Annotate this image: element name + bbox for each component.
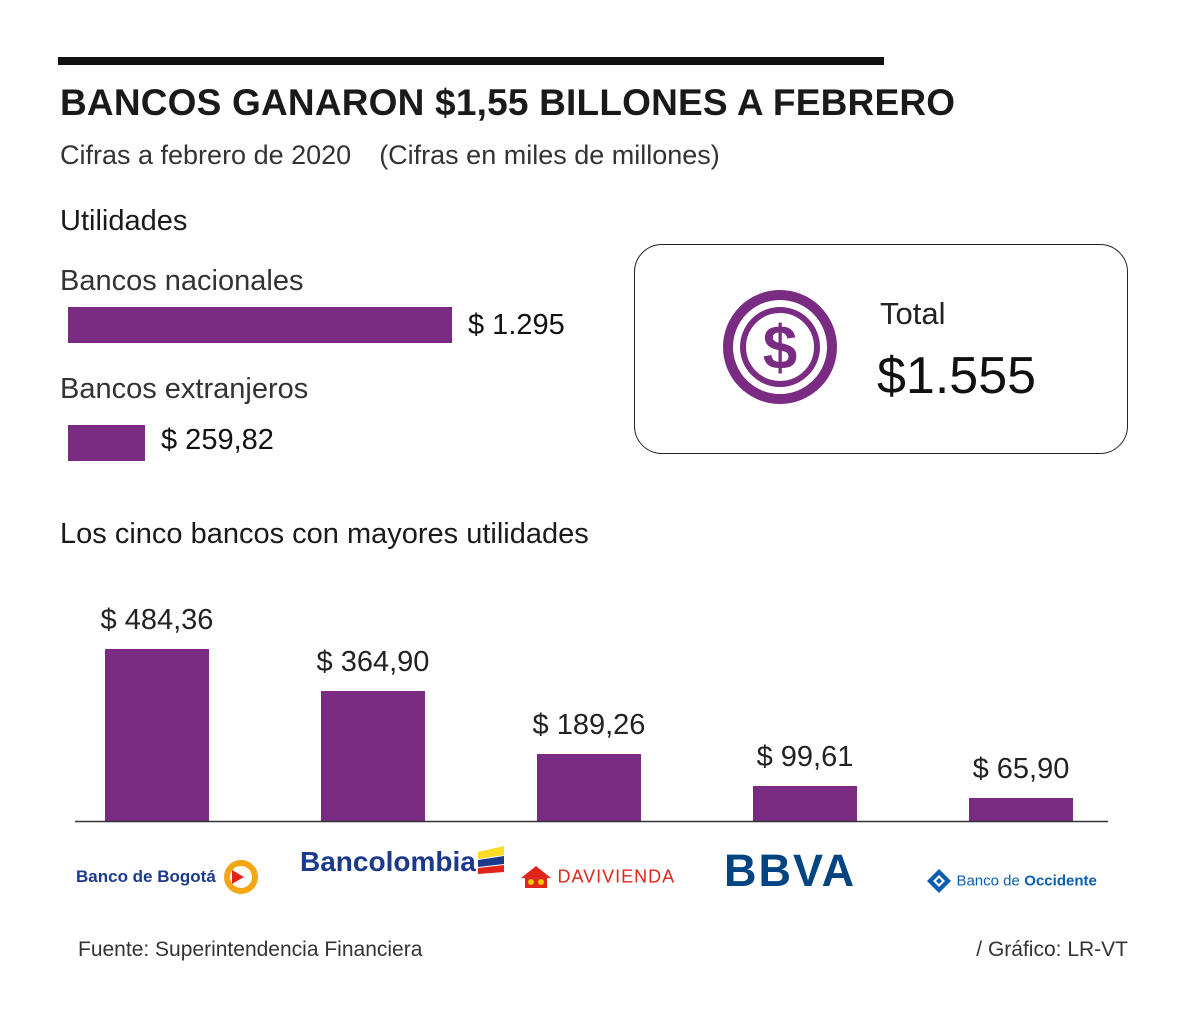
bancolombia-flag-icon bbox=[478, 846, 505, 874]
bar-label-4: $ 99,61 bbox=[757, 741, 854, 773]
logo-davivienda-text: DAVIVIENDA bbox=[557, 866, 676, 887]
total-box bbox=[634, 244, 1128, 454]
bar-5 bbox=[969, 798, 1073, 821]
occidente-diamond-icon bbox=[927, 869, 951, 893]
subtitle-date: Cifras a febrero de 2020 bbox=[60, 140, 352, 170]
logo-bogota-text: Banco de Bogotá bbox=[76, 867, 216, 886]
bar-label-5: $ 65,90 bbox=[973, 753, 1070, 785]
bar-bancos-extranjeros bbox=[68, 425, 145, 461]
utilities-heading: Utilidades bbox=[60, 205, 188, 237]
nacionales-label: Bancos nacionales bbox=[60, 265, 304, 297]
logo-bbva: BBVA bbox=[724, 845, 857, 896]
bogota-emblem-icon bbox=[224, 860, 259, 894]
svg-text:$: $ bbox=[763, 314, 797, 383]
bar-2 bbox=[321, 691, 425, 821]
bar-bancos-nacionales bbox=[68, 307, 452, 343]
bar-label-1: $ 484,36 bbox=[101, 604, 214, 636]
logo-bancolombia: Bancolombia bbox=[300, 846, 508, 878]
top-banks-bar-chart: $ 484,36 $ 364,90 $ 189,26 $ 99,61 $ 65,90 bbox=[75, 604, 1108, 823]
bar-3 bbox=[537, 754, 641, 821]
bar-4 bbox=[753, 786, 857, 821]
logo-occidente-name: Occidente bbox=[1024, 872, 1097, 890]
subtitle: Cifras a febrero de 2020 (Cifras en miles… bbox=[60, 140, 748, 171]
extranjeros-label: Bancos extranjeros bbox=[60, 373, 309, 405]
subtitle-units: (Cifras en miles de millones) bbox=[379, 140, 720, 170]
total-label: Total bbox=[880, 296, 946, 331]
credit-note: / Gráfico: LR-VT bbox=[976, 938, 1128, 961]
title-rule bbox=[58, 57, 884, 65]
value-bancos-extranjeros: $ 259,82 bbox=[161, 424, 274, 456]
total-value: $1.555 bbox=[877, 347, 1037, 405]
page-title: BANCOS GANARON $1,55 BILLONES A FEBRERO bbox=[60, 82, 956, 123]
value-bancos-nacionales: $ 1.295 bbox=[468, 309, 565, 341]
dollar-coin-icon: $ bbox=[723, 290, 837, 404]
bar-label-3: $ 189,26 bbox=[533, 709, 646, 741]
source-note: Fuente: Superintendencia Financiera bbox=[78, 938, 423, 961]
davivienda-house-icon bbox=[521, 866, 551, 888]
logo-davivienda: DAVIVIENDA bbox=[519, 864, 675, 890]
ranking-heading: Los cinco bancos con mayores utilidades bbox=[60, 518, 589, 550]
bar-1 bbox=[105, 649, 209, 821]
logo-banco-de-bogota: Banco de Bogotá bbox=[76, 860, 260, 894]
logo-bancolombia-text: Bancolombia bbox=[300, 846, 476, 877]
logo-banco-de-occidente: Banco de Occidente bbox=[926, 868, 1097, 894]
logo-occidente-prefix: Banco de bbox=[956, 872, 1020, 890]
bar-label-2: $ 364,90 bbox=[317, 646, 430, 678]
